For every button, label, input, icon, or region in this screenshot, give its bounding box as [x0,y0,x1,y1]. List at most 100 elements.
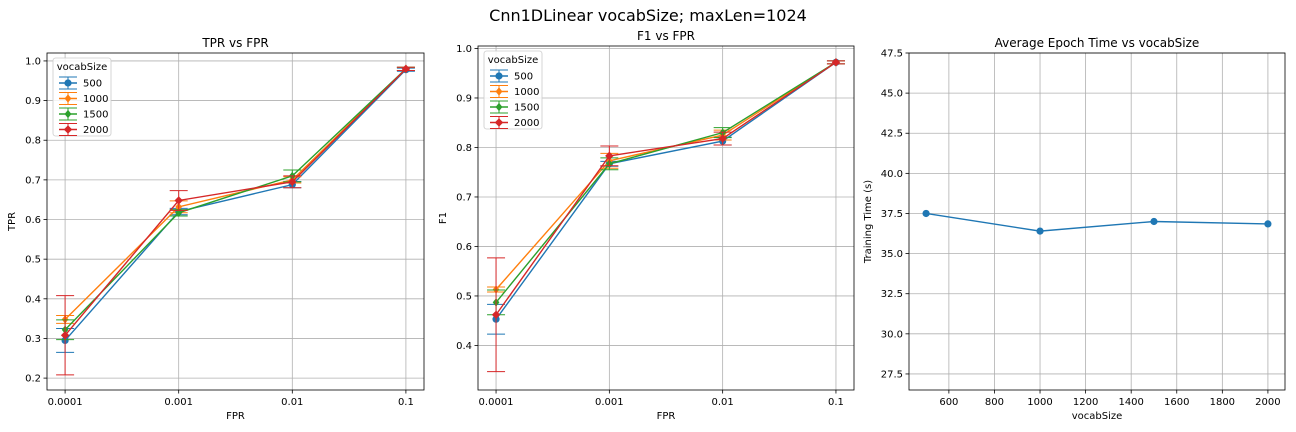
data-point [718,134,727,143]
x-tick-label: 0.1 [828,397,844,408]
data-point [831,58,841,67]
y-tick-label: 30.0 [881,329,903,340]
y-tick-label: 0.3 [25,334,41,345]
x-tick-label: 1400 [1118,397,1143,408]
legend-marker [64,79,72,87]
series-line [925,212,1268,232]
x-tick-label: 0.0001 [479,397,514,408]
plot-f1-vs-fpr: 0.4 0.5 0.6 0.7 0.8 0.9 1.0 0.0001 0.001 0.01 0.1 F… [438,29,855,422]
plot-title: F1 vs FPR [637,29,695,43]
data-point [1264,220,1272,228]
x-tick-label: 600 [939,397,958,408]
series-line [495,61,837,316]
x-tick-label: 0.001 [595,397,624,408]
legend-entry-label: 500 [514,72,533,83]
plot-tpr-vs-fpr: 0.2 0.3 0.4 0.5 0.6 0.7 0.8 0.9 1.0 0.0001 0.001 0.… [7,36,425,422]
legend-entry-label: 1500 [514,103,539,114]
x-tick-label: 800 [985,397,1004,408]
y-tick-label: 0.6 [456,242,472,253]
series-line [495,61,837,320]
series-line [64,69,407,341]
y-tick-label: 0.2 [25,374,41,385]
y-tick-label: 45.0 [881,89,903,100]
data-point [174,196,183,205]
y-tick-label: 40.0 [881,169,903,180]
x-tick-label: 0.01 [712,397,734,408]
x-tick-label: 0.001 [164,397,193,408]
x-tick-label: 0.1 [398,397,414,408]
legend-title: vocabSize [57,62,108,73]
x-tick-label: 1200 [1073,397,1098,408]
y-tick-label: 0.9 [456,93,472,104]
y-tick-label: 0.8 [25,136,41,147]
x-axis-label: vocabSize [1072,411,1123,422]
data-point [288,177,297,187]
x-tick-label: 1000 [1027,397,1052,408]
x-axis-label: FPR [226,411,245,422]
legend-entry-label: 2000 [83,125,108,136]
y-tick-label: 47.5 [881,49,903,60]
legend-marker [63,125,73,134]
legend-entry-label: 1000 [83,94,108,105]
legend-marker [64,109,72,119]
y-tick-label: 42.5 [881,129,903,140]
legend-marker [64,94,72,103]
series-line [64,68,407,331]
y-tick-label: 1.0 [25,56,41,67]
y-tick-label: 27.5 [881,369,903,380]
y-tick-label: 37.5 [881,209,903,220]
series-line [64,68,407,320]
legend-title: vocabSize [488,55,539,66]
legend-marker [495,72,503,80]
legend: vocabSize 500 1000 1500 2000 [52,57,112,137]
axes-frame [477,45,855,391]
legend-entry-label: 1500 [83,110,108,121]
series-line [64,68,407,336]
y-axis-label: F1 [438,212,449,224]
x-tick-label: 2000 [1255,397,1280,408]
plot-epoch-time: 27.5 30.0 32.5 35.0 37.5 40.0 42.5 45.0 47.5 600 8… [863,36,1286,422]
series-2000 [487,58,845,373]
series-2000 [56,64,415,376]
y-tick-label: 32.5 [881,289,903,300]
data-point [401,64,411,74]
plot-title: TPR vs FPR [201,36,268,50]
y-tick-label: 0.7 [456,192,472,203]
legend-marker [495,87,503,96]
figure-title: Cnn1DLinear vocabSize; maxLen=1024 [489,6,807,25]
data-point [491,310,501,319]
series-epoch-time [922,209,1272,235]
x-tick-label: 0.0001 [48,397,83,408]
plot-title: Average Epoch Time vs vocabSize [995,36,1200,50]
y-tick-label: 0.5 [25,255,41,266]
series-line [495,61,837,303]
y-tick-label: 0.6 [25,215,41,226]
data-point [605,151,614,161]
data-point [1150,217,1158,226]
x-tick-label: 1600 [1164,397,1189,408]
legend-entry-label: 500 [83,79,102,90]
legend-entry-label: 2000 [514,118,539,129]
data-point [1036,227,1044,235]
y-tick-label: 0.8 [456,143,472,154]
x-axis-label: FPR [657,411,676,422]
y-tick-label: 0.4 [25,294,41,305]
axes-frame [908,52,1286,391]
legend: vocabSize 500 1000 1500 2000 [483,50,543,130]
legend-entry-label: 1000 [514,87,539,98]
x-tick-label: 1800 [1210,397,1235,408]
y-tick-label: 35.0 [881,249,903,260]
data-point [60,331,70,340]
axes-frame [46,52,425,391]
legend-marker [495,102,503,112]
data-point [922,209,930,218]
y-tick-label: 0.9 [25,96,41,107]
y-tick-label: 0.4 [456,341,472,352]
y-axis-label: TPR [7,212,18,232]
legend-marker [494,118,504,127]
y-tick-label: 1.0 [456,44,472,55]
y-tick-label: 0.7 [25,175,41,186]
y-tick-label: 0.5 [456,291,472,302]
y-axis-label: Training Time (s) [863,180,874,264]
